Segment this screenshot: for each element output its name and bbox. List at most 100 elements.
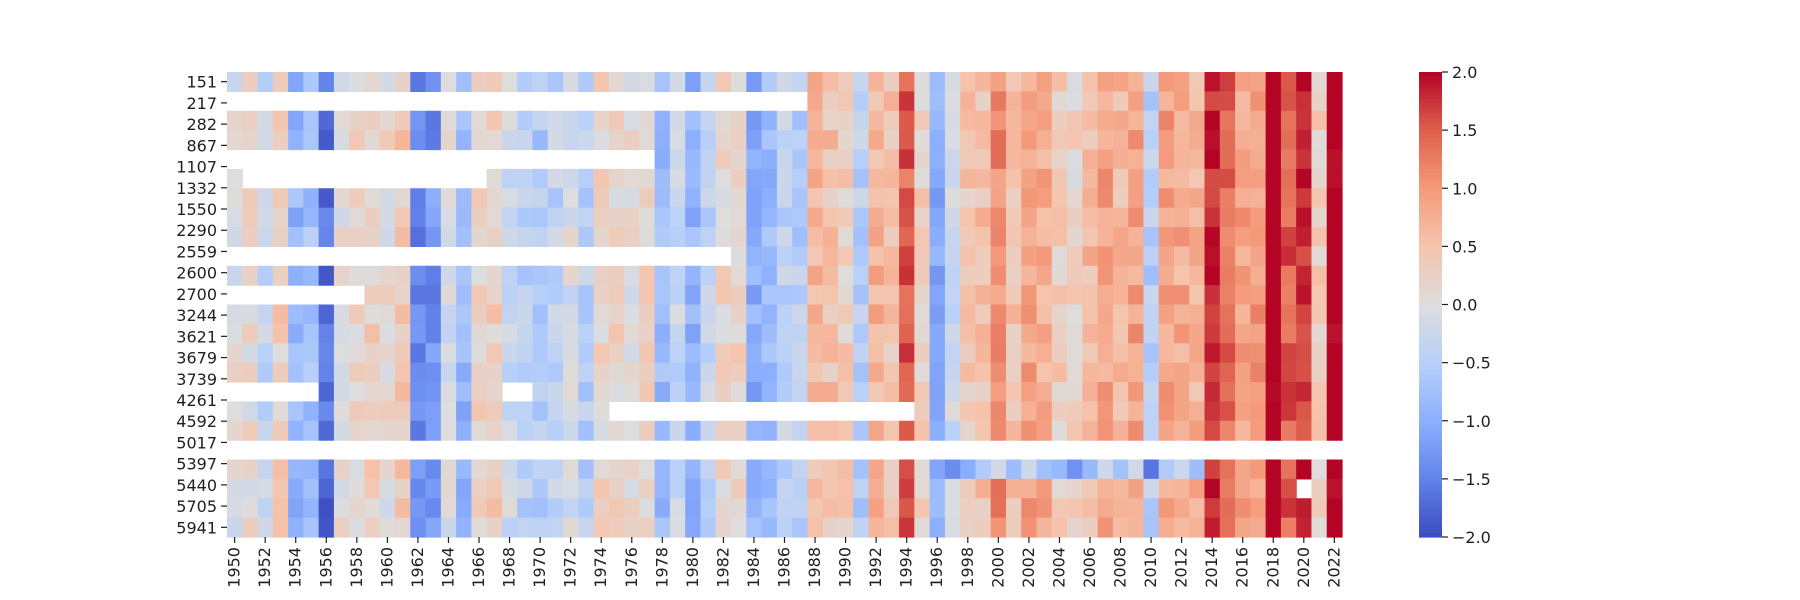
heatmap-cell — [1143, 72, 1160, 92]
heatmap-cell — [1097, 285, 1114, 306]
heatmap-cell — [1311, 72, 1328, 92]
colorbar-segment — [1419, 91, 1442, 96]
heatmap-cell — [288, 265, 304, 286]
y-tick-label: 1550 — [176, 200, 217, 219]
heatmap-cell — [837, 498, 854, 519]
heatmap-cell — [807, 130, 824, 151]
colorbar-segment — [1419, 498, 1442, 503]
heatmap-cell — [349, 401, 366, 422]
colorbar-segment — [1419, 447, 1442, 453]
heatmap-cell — [1067, 323, 1083, 344]
heatmap-cell — [1265, 188, 1282, 209]
heatmap-cell — [318, 207, 335, 228]
heatmap-cell — [593, 188, 610, 209]
x-tick-label: 1966 — [469, 547, 488, 588]
colorbar-segment — [1419, 455, 1442, 461]
colorbar-segment — [1419, 323, 1442, 329]
heatmap-cell — [1173, 498, 1190, 519]
heatmap-cell — [501, 130, 518, 151]
heatmap-cell — [1097, 304, 1114, 325]
heatmap-cell — [1326, 130, 1343, 151]
heatmap-cell — [547, 304, 564, 325]
heatmap-cell — [486, 168, 503, 189]
heatmap-cell — [1173, 401, 1190, 422]
heatmap-cell — [639, 323, 656, 344]
heatmap-cell — [669, 72, 686, 92]
heatmap-cell — [1067, 265, 1083, 286]
heatmap-cell — [868, 168, 885, 189]
heatmap-cell — [593, 265, 610, 286]
heatmap-cell — [593, 304, 610, 325]
heatmap-cell — [975, 517, 992, 538]
heatmap-cell — [990, 110, 1007, 131]
heatmap-cell — [654, 168, 671, 189]
colorbar-segment — [1419, 490, 1442, 495]
heatmap-cell — [486, 188, 503, 209]
heatmap-cell — [944, 207, 961, 228]
heatmap-cell — [685, 420, 702, 441]
heatmap-cell — [1235, 207, 1251, 228]
heatmap-cell — [776, 188, 793, 209]
heatmap-cell — [486, 343, 503, 364]
colorbar-segment — [1419, 79, 1442, 85]
heatmap-cell — [1005, 110, 1022, 131]
heatmap-cell — [578, 72, 595, 92]
colorbar-segment — [1419, 351, 1442, 356]
heatmap-cell — [883, 72, 900, 92]
heatmap-cell — [883, 323, 900, 344]
heatmap-cell — [899, 207, 915, 228]
heatmap-cell — [944, 130, 961, 151]
heatmap-cell — [1219, 110, 1236, 131]
heatmap-cell — [471, 478, 488, 499]
heatmap-cell — [1173, 343, 1190, 364]
heatmap-cell — [1082, 149, 1099, 170]
heatmap-cell — [868, 517, 885, 538]
heatmap-cell — [944, 478, 961, 499]
heatmap-cell — [914, 343, 931, 364]
heatmap-cell — [410, 517, 427, 538]
heatmap-cell — [272, 343, 289, 364]
heatmap-cell — [624, 323, 640, 344]
heatmap-cell — [899, 478, 915, 499]
heatmap-cell — [379, 207, 396, 228]
heatmap-cell — [471, 382, 488, 402]
heatmap-cell — [822, 227, 839, 247]
heatmap-cell — [563, 498, 579, 519]
heatmap-cell — [776, 478, 793, 499]
heatmap-cell — [1005, 323, 1022, 344]
heatmap-cell — [837, 91, 854, 112]
heatmap-cell — [746, 478, 763, 499]
heatmap-cell — [1250, 285, 1267, 306]
heatmap-cell — [1128, 168, 1145, 189]
heatmap-cell — [1082, 420, 1099, 441]
colorbar-segment — [1419, 172, 1442, 178]
heatmap-cell — [792, 420, 809, 441]
heatmap-cell — [1036, 285, 1053, 306]
heatmap-cell — [853, 478, 870, 499]
heatmap-cell — [944, 91, 961, 112]
heatmap-cell — [471, 459, 488, 480]
x-tick-label: 1976 — [622, 547, 641, 588]
heatmap-cell — [807, 304, 824, 325]
heatmap-cell — [944, 168, 961, 189]
heatmap-cell — [349, 343, 366, 364]
heatmap-cell — [975, 110, 992, 131]
heatmap-cell — [1067, 517, 1083, 538]
heatmap-cell — [242, 207, 259, 228]
colorbar-segment — [1419, 199, 1442, 205]
heatmap-cell — [1250, 130, 1267, 151]
heatmap-cell — [792, 382, 809, 402]
heatmap-cell — [501, 343, 518, 364]
heatmap-cell — [1265, 382, 1282, 402]
colorbar-segment — [1419, 219, 1442, 224]
heatmap-cell — [669, 110, 686, 131]
heatmap-cell — [914, 207, 931, 228]
heatmap-cell — [425, 362, 442, 383]
heatmap-cell — [868, 130, 885, 151]
heatmap-cell — [593, 72, 610, 92]
heatmap-cell — [975, 91, 992, 112]
heatmap-cell — [1005, 265, 1022, 286]
heatmap-cell — [975, 149, 992, 170]
heatmap-cell — [1158, 401, 1175, 422]
heatmap-cell — [425, 130, 442, 151]
